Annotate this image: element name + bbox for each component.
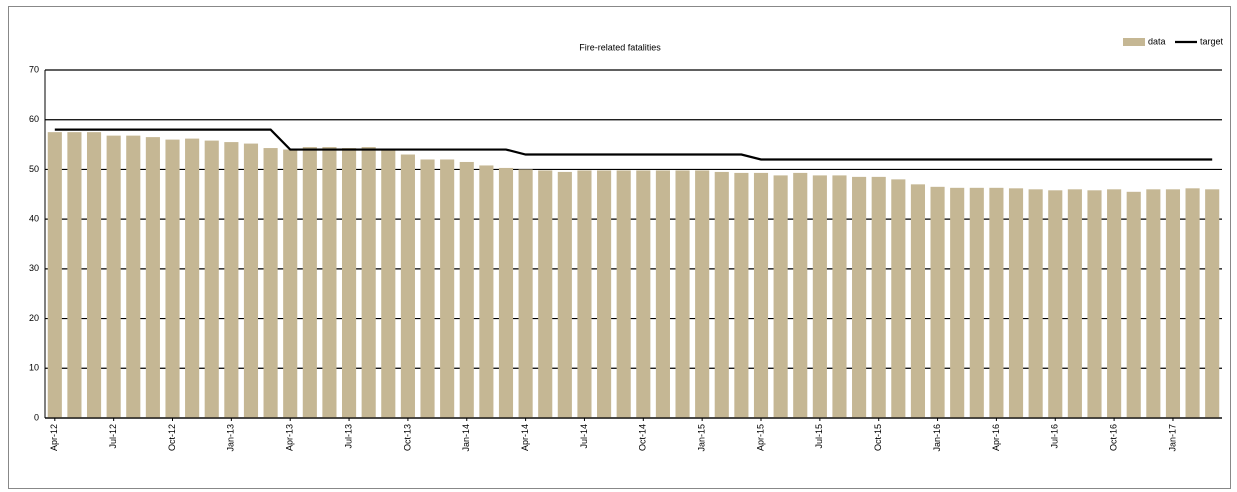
y-tick-label: 10 xyxy=(29,363,39,373)
bar xyxy=(1165,189,1181,418)
bar xyxy=(969,187,984,418)
bar xyxy=(459,161,474,418)
y-tick-label: 50 xyxy=(29,164,39,174)
y-tick-label: 20 xyxy=(29,313,39,323)
bar xyxy=(1107,189,1122,418)
bar xyxy=(812,175,827,418)
bar xyxy=(302,147,317,419)
bar xyxy=(224,142,239,419)
bar xyxy=(145,137,160,418)
x-tick-label: Jan-15 xyxy=(697,424,707,452)
bar xyxy=(655,170,670,418)
x-tick-label: Oct-12 xyxy=(167,424,177,451)
bar xyxy=(400,154,415,418)
y-tick-label: 70 xyxy=(29,64,39,74)
x-tick-label: Oct-13 xyxy=(402,424,412,451)
x-tick-label: Jan-13 xyxy=(226,424,236,452)
bar xyxy=(381,149,396,419)
bar xyxy=(950,187,965,418)
bar xyxy=(341,148,357,418)
x-tick-label: Apr-14 xyxy=(520,424,530,451)
bar xyxy=(930,186,945,418)
bar xyxy=(852,176,867,418)
bar xyxy=(1048,190,1063,418)
x-tick-label: Oct-15 xyxy=(873,424,883,451)
bar xyxy=(263,148,278,418)
bar xyxy=(420,159,435,418)
x-tick-label: Jan-14 xyxy=(461,424,471,452)
bar xyxy=(753,172,769,418)
x-tick-label: Jul-15 xyxy=(814,424,824,449)
bar xyxy=(773,175,788,418)
y-tick-label: 0 xyxy=(34,412,39,422)
bar xyxy=(1185,188,1200,418)
bar xyxy=(361,147,376,419)
bar xyxy=(106,135,121,418)
y-tick-label: 30 xyxy=(29,263,39,273)
bar xyxy=(734,172,749,418)
bar xyxy=(47,132,62,418)
bar xyxy=(165,139,180,418)
bar xyxy=(67,132,82,418)
bar xyxy=(1028,189,1043,418)
bar xyxy=(283,149,298,419)
x-tick-label: Jan-16 xyxy=(932,424,942,452)
bar xyxy=(1087,190,1102,418)
x-tick-label: Apr-15 xyxy=(755,424,765,451)
legend-swatch xyxy=(1123,38,1145,46)
y-tick-label: 60 xyxy=(29,114,39,124)
bar xyxy=(577,170,592,418)
x-tick-label: Oct-16 xyxy=(1108,424,1118,451)
bar xyxy=(440,159,455,418)
chart-title: Fire-related fatalities xyxy=(579,42,661,52)
x-tick-label: Jan-17 xyxy=(1167,424,1177,452)
x-tick-label: Jul-16 xyxy=(1050,424,1060,449)
bar xyxy=(675,170,690,418)
bar xyxy=(793,172,808,418)
x-tick-label: Jul-13 xyxy=(343,424,353,449)
x-tick-label: Apr-13 xyxy=(285,424,295,451)
bar xyxy=(538,170,553,418)
x-tick-label: Oct-14 xyxy=(638,424,648,451)
frame xyxy=(8,6,1231,489)
bar xyxy=(243,143,259,418)
bar xyxy=(1146,189,1161,418)
bar xyxy=(1067,189,1082,418)
bar xyxy=(126,135,141,418)
x-tick-label: Apr-16 xyxy=(991,424,1001,451)
x-tick-label: Apr-12 xyxy=(49,424,59,451)
bar xyxy=(714,171,729,418)
bar xyxy=(204,140,219,418)
bar xyxy=(498,167,514,418)
bar xyxy=(185,138,200,418)
bar xyxy=(695,170,710,418)
y-tick-label: 40 xyxy=(29,214,39,224)
bar xyxy=(518,169,533,418)
bar xyxy=(479,165,494,418)
bar xyxy=(1008,188,1024,418)
x-tick-label: Jul-14 xyxy=(579,424,589,449)
bar xyxy=(557,171,572,418)
target-line xyxy=(54,128,1213,161)
bar xyxy=(636,170,651,418)
bar xyxy=(989,187,1004,418)
bar xyxy=(1205,189,1220,418)
legend-label: data xyxy=(1148,36,1166,46)
bar xyxy=(322,147,337,419)
x-tick-label: Jul-12 xyxy=(108,424,118,449)
legend-label: target xyxy=(1200,36,1224,46)
bar xyxy=(1126,191,1141,418)
bar xyxy=(910,184,926,418)
bar xyxy=(832,175,847,418)
bar xyxy=(891,179,906,418)
bar xyxy=(616,170,631,418)
bar xyxy=(86,132,102,418)
bar xyxy=(597,170,612,418)
bar xyxy=(871,176,886,418)
